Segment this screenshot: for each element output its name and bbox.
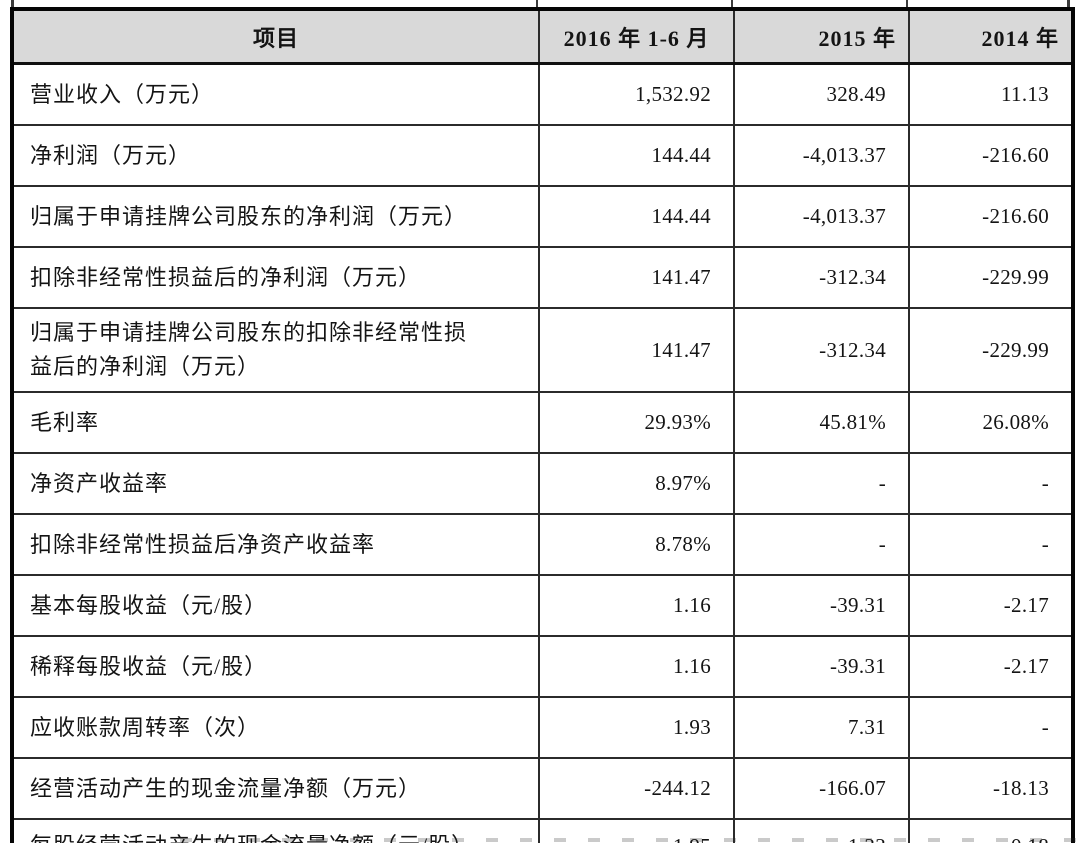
value-2014: - [908, 452, 1074, 515]
value-2015: 328.49 [733, 62, 910, 126]
value-2016h1: 29.93% [538, 391, 735, 454]
table-row: 净利润（万元） 144.44 -4,013.37 -216.60 [11, 124, 1074, 187]
value-2015: -1.33 [733, 818, 910, 843]
table-row: 每股经营活动产生的现金流量净额（元/股） -1.95 -1.33 -0.18 [11, 818, 1074, 843]
value-2016h1: 144.44 [538, 124, 735, 187]
value-2016h1: 1.93 [538, 696, 735, 759]
col-header-2016h1: 2016 年 1-6 月 [538, 8, 735, 65]
header-row: 项目 2016 年 1-6 月 2015 年 2014 年 [11, 8, 1074, 65]
value-2014: 11.13 [908, 62, 1074, 126]
value-2014: -0.18 [908, 818, 1074, 843]
metric-label: 净利润（万元） [11, 124, 540, 187]
financial-summary-table: 项目 2016 年 1-6 月 2015 年 2014 年 营业收入（万元） 1… [10, 7, 1075, 843]
metric-label: 经营活动产生的现金流量净额（万元） [11, 757, 540, 820]
value-2016h1: 8.97% [538, 452, 735, 515]
value-2014: - [908, 513, 1074, 576]
value-2016h1: 1.16 [538, 635, 735, 698]
value-2016h1: 144.44 [538, 185, 735, 248]
value-2016h1: 1.16 [538, 574, 735, 637]
value-2016h1: 141.47 [538, 246, 735, 309]
value-2014: -229.99 [908, 246, 1074, 309]
value-2016h1: 141.47 [538, 307, 735, 393]
value-2014: -18.13 [908, 757, 1074, 820]
table-row: 净资产收益率 8.97% - - [11, 452, 1074, 515]
table-row: 扣除非经常性损益后的净利润（万元） 141.47 -312.34 -229.99 [11, 246, 1074, 309]
metric-label: 应收账款周转率（次） [11, 696, 540, 759]
metric-label: 扣除非经常性损益后净资产收益率 [11, 513, 540, 576]
value-2015: -39.31 [733, 635, 910, 698]
value-2015: - [733, 513, 910, 576]
value-2016h1: 8.78% [538, 513, 735, 576]
value-2015: -39.31 [733, 574, 910, 637]
value-2014: -229.99 [908, 307, 1074, 393]
clipped-row-divider-1 [536, 0, 538, 7]
table-row: 扣除非经常性损益后净资产收益率 8.78% - - [11, 513, 1074, 576]
table-row: 营业收入（万元） 1,532.92 328.49 11.13 [11, 62, 1074, 126]
table-row: 稀释每股收益（元/股） 1.16 -39.31 -2.17 [11, 635, 1074, 698]
metric-label: 基本每股收益（元/股） [11, 574, 540, 637]
value-2014: - [908, 696, 1074, 759]
value-2016h1: -1.95 [538, 818, 735, 843]
value-2015: -312.34 [733, 246, 910, 309]
clipped-next-line-text [180, 838, 1080, 842]
clipped-row-right-border [1067, 0, 1070, 7]
value-2015: -166.07 [733, 757, 910, 820]
value-2014: 26.08% [908, 391, 1074, 454]
metric-label: 毛利率 [11, 391, 540, 454]
metric-label: 每股经营活动产生的现金流量净额（元/股） [11, 818, 540, 843]
value-2015: 45.81% [733, 391, 910, 454]
metric-label: 营业收入（万元） [11, 62, 540, 126]
value-2015: -4,013.37 [733, 124, 910, 187]
metric-label: 扣除非经常性损益后的净利润（万元） [11, 246, 540, 309]
metric-label: 归属于申请挂牌公司股东的扣除非经常性损益后的净利润（万元） [11, 307, 540, 393]
table-row: 归属于申请挂牌公司股东的净利润（万元） 144.44 -4,013.37 -21… [11, 185, 1074, 248]
metric-label: 归属于申请挂牌公司股东的净利润（万元） [11, 185, 540, 248]
value-2015: -312.34 [733, 307, 910, 393]
value-2016h1: 1,532.92 [538, 62, 735, 126]
value-2016h1: -244.12 [538, 757, 735, 820]
table-row: 经营活动产生的现金流量净额（万元） -244.12 -166.07 -18.13 [11, 757, 1074, 820]
clipped-row-left-border [11, 0, 14, 7]
value-2015: 7.31 [733, 696, 910, 759]
value-2014: -216.60 [908, 124, 1074, 187]
table-row: 归属于申请挂牌公司股东的扣除非经常性损益后的净利润（万元） 141.47 -31… [11, 307, 1074, 393]
table-row: 毛利率 29.93% 45.81% 26.08% [11, 391, 1074, 454]
col-header-2015: 2015 年 [733, 8, 910, 65]
clipped-row-divider-2 [731, 0, 733, 7]
value-2015: - [733, 452, 910, 515]
metric-label: 净资产收益率 [11, 452, 540, 515]
value-2015: -4,013.37 [733, 185, 910, 248]
clipped-row-divider-3 [906, 0, 908, 7]
metric-label: 稀释每股收益（元/股） [11, 635, 540, 698]
table-row: 应收账款周转率（次） 1.93 7.31 - [11, 696, 1074, 759]
col-header-2014: 2014 年 [908, 8, 1074, 65]
value-2014: -2.17 [908, 574, 1074, 637]
value-2014: -2.17 [908, 635, 1074, 698]
value-2014: -216.60 [908, 185, 1074, 248]
col-header-item: 项目 [11, 8, 540, 65]
table-row: 基本每股收益（元/股） 1.16 -39.31 -2.17 [11, 574, 1074, 637]
